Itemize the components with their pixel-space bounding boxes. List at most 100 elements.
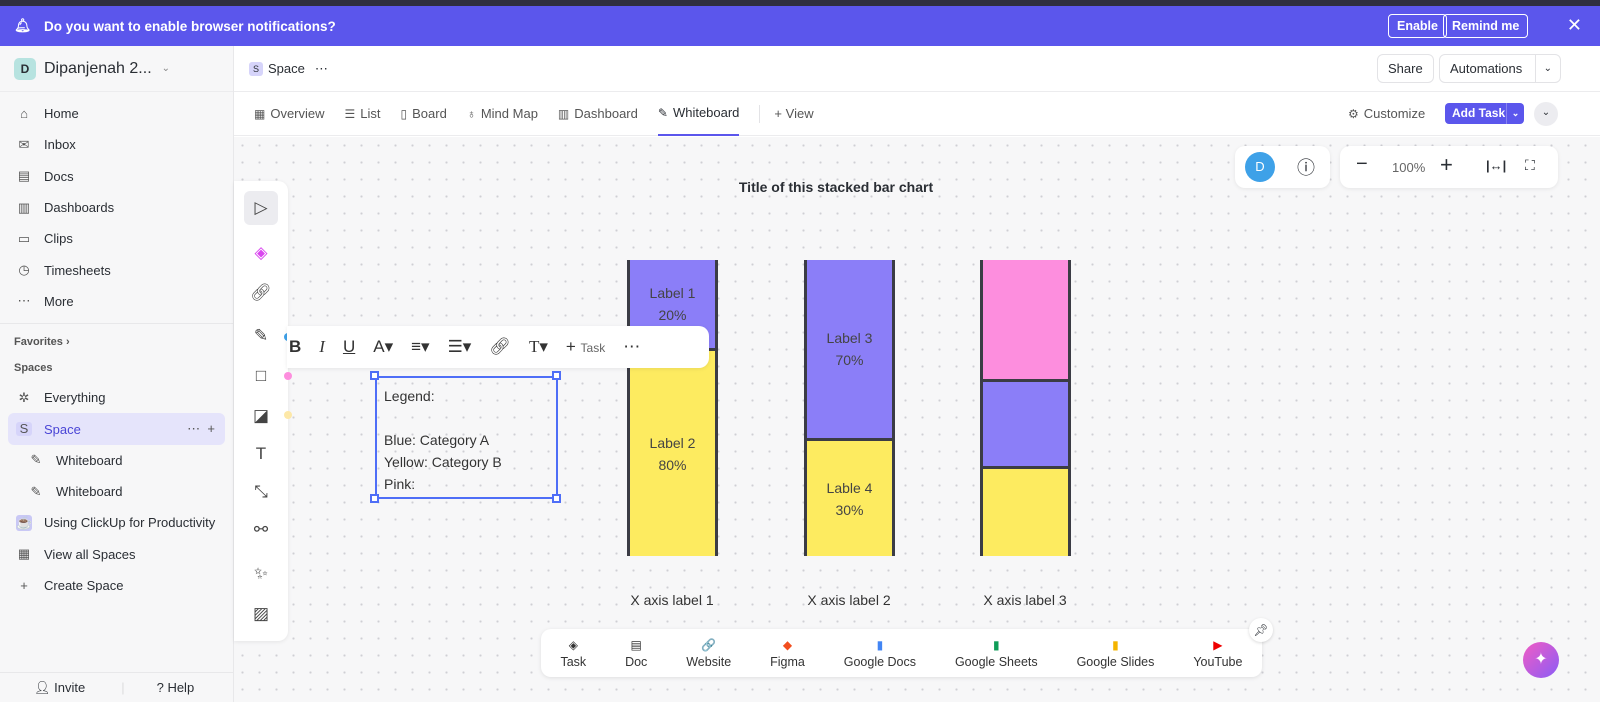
legend-line: Yellow: Category B [384,454,502,470]
page-header: S Space ⋯ Share Automations ⌄ [234,46,1600,92]
stacked-bar[interactable]: Label 1 20% Label 2 80% [627,260,718,556]
favorites-header[interactable]: Favorites › [14,336,70,349]
chart-title[interactable]: Title of this stacked bar chart [738,179,934,195]
sidebar-item-everything[interactable]: ✲ Everything [8,382,225,413]
link-icon[interactable]: 🔗︎ [250,283,272,302]
align-icon[interactable]: ≡▾ [411,337,430,356]
breadcrumb-space[interactable]: Space [268,61,305,76]
remind-me-button[interactable]: Remind me [1443,14,1529,38]
add-task-button[interactable]: Add Task ⌄ [1445,103,1524,124]
rectangle-icon[interactable]: □ [255,366,267,385]
x-axis-label[interactable]: X axis label 3 [983,592,1067,608]
ai-create-icon[interactable]: ◈ [254,243,268,262]
sidebar-item-space[interactable]: S Space ⋯ + [8,413,225,445]
italic-icon[interactable]: I [319,337,325,356]
tab-board[interactable]: ▯ Board [401,92,447,136]
sidebar-item-timesheets[interactable]: ◷ Timesheets [8,254,225,285]
magic-icon[interactable]: ✨︎ [254,564,268,583]
text-tool-icon[interactable]: T [255,444,267,463]
add-task-icon[interactable]: + Task [565,337,606,356]
embed-google-docs[interactable]: ▮ Google Docs [844,638,916,669]
sidebar-item-more[interactable]: ⋯ More [8,286,225,317]
x-axis-label[interactable]: X axis label 2 [807,592,891,608]
embed-figma[interactable]: ◆ Figma [770,638,805,669]
tab-dashboard[interactable]: ▥ Dashboard [558,92,638,136]
pin-icon[interactable]: 📌︎ [1249,618,1273,642]
help-button[interactable]: ? Help [156,680,195,695]
banner-text: Do you want to enable browser notificati… [44,18,336,34]
embed-website[interactable]: 🔗 Website [686,638,731,669]
connector-icon[interactable]: ⤡ [254,482,268,501]
sidebar-item-whiteboard-1[interactable]: ✎ Whiteboard [8,445,225,476]
sidebar-item-home[interactable]: ⌂ Home [8,98,225,129]
avatar[interactable]: D [1245,152,1275,182]
x-axis-label[interactable]: X axis label 1 [630,592,714,608]
collapse-header-button[interactable]: ⌄ [1534,102,1558,126]
more-icon[interactable]: ⋯ [623,337,641,356]
zoom-panel: − 100% + |↔| ⛶ [1340,146,1558,188]
sidebar-item-clips[interactable]: ▭ Clips [8,223,225,254]
add-view-button[interactable]: + View [759,104,814,123]
customize-button[interactable]: ⚙ Customize [1348,92,1425,136]
tab-mind-map[interactable]: ♁ Mind Map [467,92,538,136]
pen-icon[interactable]: ✎ [253,326,269,345]
embed-google-slides[interactable]: ▮ Google Slides [1077,638,1155,669]
tab-icon: ▯ [400,106,408,121]
color-dot-pink[interactable] [284,372,292,380]
legend-line: Pink: [384,476,416,492]
underline-icon[interactable]: U [342,337,356,356]
ai-assistant-icon[interactable]: ✦ [1523,642,1559,678]
tab-list[interactable]: ☰ List [345,92,381,136]
zoom-in-icon[interactable]: + [1440,152,1453,177]
zoom-out-icon[interactable]: − [1356,153,1368,175]
resize-handle[interactable] [370,494,379,503]
sticky-note-icon[interactable]: ◪ [252,406,270,425]
bold-icon[interactable]: B [289,337,302,356]
resize-handle[interactable] [552,494,561,503]
close-icon[interactable]: ✕ [1566,15,1582,35]
task-icon: ◈ [568,637,578,652]
resize-handle[interactable] [552,371,561,380]
link-icon[interactable]: 🔗︎ [489,337,511,356]
whiteboard-canvas[interactable] [234,137,1600,702]
stacked-bar[interactable] [980,260,1071,556]
sidebar-item-dashboards[interactable]: ▥ Dashboards [8,192,225,223]
more-icon[interactable]: ⋯ [314,60,328,76]
enable-button[interactable]: Enable [1388,14,1447,38]
sidebar-item-view-all-spaces[interactable]: ▦ View all Spaces [8,539,225,570]
embed-google-sheets[interactable]: ▮ Google Sheets [955,638,1038,669]
embed-task[interactable]: ◈ Task [560,638,586,669]
more-icon[interactable]: ⋯ + [187,421,215,437]
sidebar-item-docs[interactable]: ▤ Docs [8,161,225,192]
sidebar-item-inbox[interactable]: ✉ Inbox [8,129,225,160]
fullscreen-icon[interactable]: ⛶ [1525,157,1535,173]
share-button[interactable]: Share [1377,54,1434,83]
embed-label: Task [560,654,587,669]
text-size-icon[interactable]: T▾ [528,337,548,356]
info-icon[interactable]: ⓘ [1297,158,1315,178]
select-tool-icon[interactable]: ▷ [244,191,278,225]
embed-youtube[interactable]: ▶ YouTube [1193,638,1242,669]
color-dot-yellow[interactable] [284,411,292,419]
spaces-header: Spaces [14,362,53,375]
sidebar-item-create-space[interactable]: + Create Space [8,570,225,601]
workspace-switcher[interactable]: D Dipanjenah 2... ⌄ [0,46,233,92]
resize-handle[interactable] [370,371,379,380]
list-icon[interactable]: ☰▾ [447,337,472,356]
sidebar-item-using-clickup[interactable]: ☕ Using ClickUp for Productivity [8,507,225,538]
mind-map-icon[interactable]: ⚯ [253,520,269,539]
tab-whiteboard[interactable]: ✎ Whiteboard [657,92,740,136]
fit-width-icon[interactable]: |↔| [1486,158,1507,173]
coffee-icon: ☕ [16,514,33,531]
image-icon[interactable]: ▨ [252,604,270,623]
tab-overview[interactable]: ▦ Overview [254,92,325,136]
label: Create Space [44,578,124,593]
chevron-down-icon[interactable]: ⌄ [1506,103,1524,124]
legend-text-box[interactable]: Legend: Blue: Category A Yellow: Category … [375,376,558,499]
automations-button[interactable]: Automations ⌄ [1439,54,1561,83]
stacked-bar[interactable]: Label 3 70% Lable 4 30% [804,260,895,556]
font-color-icon[interactable]: A▾ [373,337,394,356]
sidebar-item-whiteboard-2[interactable]: ✎ Whiteboard [8,476,225,507]
invite-button[interactable]: 👤︎ Invite [34,679,86,695]
embed-doc[interactable]: ▤ Doc [625,638,647,669]
